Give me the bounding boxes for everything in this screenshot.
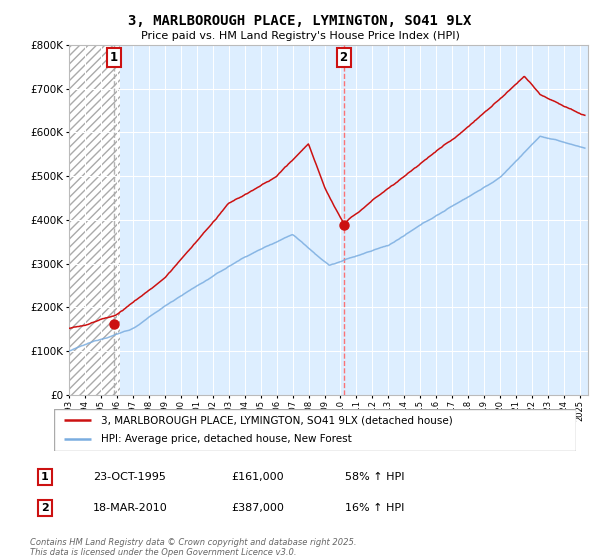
Text: 2: 2 [41, 503, 49, 513]
Text: Price paid vs. HM Land Registry's House Price Index (HPI): Price paid vs. HM Land Registry's House … [140, 31, 460, 41]
Text: Contains HM Land Registry data © Crown copyright and database right 2025.
This d: Contains HM Land Registry data © Crown c… [30, 538, 356, 557]
Text: HPI: Average price, detached house, New Forest: HPI: Average price, detached house, New … [101, 435, 352, 445]
Text: 3, MARLBOROUGH PLACE, LYMINGTON, SO41 9LX (detached house): 3, MARLBOROUGH PLACE, LYMINGTON, SO41 9L… [101, 415, 453, 425]
Text: 1: 1 [41, 472, 49, 482]
Text: 23-OCT-1995: 23-OCT-1995 [93, 472, 166, 482]
Text: 1: 1 [110, 52, 118, 64]
Bar [69, 45, 120, 395]
Text: 58% ↑ HPI: 58% ↑ HPI [345, 472, 404, 482]
Text: 2: 2 [340, 52, 348, 64]
Text: £161,000: £161,000 [231, 472, 284, 482]
Text: £387,000: £387,000 [231, 503, 284, 513]
Text: 3, MARLBOROUGH PLACE, LYMINGTON, SO41 9LX: 3, MARLBOROUGH PLACE, LYMINGTON, SO41 9L… [128, 14, 472, 28]
Text: 16% ↑ HPI: 16% ↑ HPI [345, 503, 404, 513]
Text: 18-MAR-2010: 18-MAR-2010 [93, 503, 168, 513]
